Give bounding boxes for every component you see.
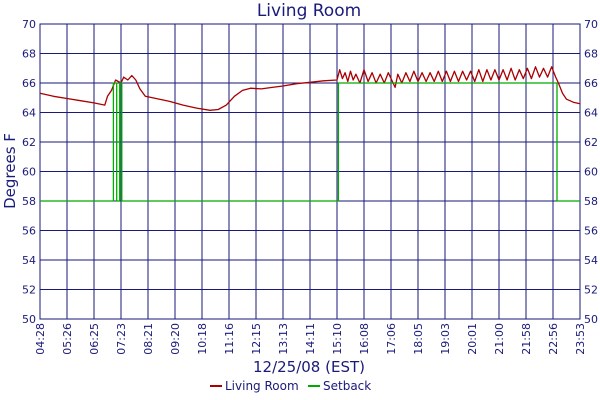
y-tick-label-right: 66 (584, 77, 598, 90)
x-tick-label: 12:15 (250, 323, 263, 355)
x-tick-label: 16:08 (358, 323, 371, 355)
y-tick-label-right: 68 (584, 48, 598, 61)
grid-lines (40, 24, 580, 319)
y-tick-label-left: 56 (22, 225, 36, 238)
y-tick-labels-left: 50 52 54 56 58 60 62 64 66 68 70 (22, 18, 36, 326)
y-tick-label-left: 52 (22, 284, 36, 297)
x-tick-label: 10:18 (196, 323, 209, 355)
y-tick-label-left: 66 (22, 77, 36, 90)
x-tick-label: 11:16 (223, 323, 236, 355)
y-tick-label-right: 52 (584, 284, 598, 297)
x-tick-label: 20:01 (466, 323, 479, 355)
y-tick-label-right: 70 (584, 18, 598, 31)
x-tick-label: 23:53 (574, 323, 587, 355)
x-tick-label: 05:26 (61, 323, 74, 355)
y-tick-label-right: 54 (584, 254, 598, 267)
x-tick-label: 19:03 (439, 323, 452, 355)
x-axis-title: 12/25/08 (EST) (253, 358, 365, 376)
y-tick-label-left: 58 (22, 195, 36, 208)
chart-title: Living Room (257, 1, 361, 21)
x-tick-label: 13:13 (277, 323, 290, 355)
y-tick-label-right: 60 (584, 166, 598, 179)
x-tick-label: 08:21 (142, 323, 155, 355)
y-tick-label-right: 62 (584, 136, 598, 149)
legend-label: Living Room (225, 379, 299, 393)
x-tick-label: 21:00 (493, 323, 506, 355)
series-lines (39, 66, 581, 202)
y-axis-title: Degrees F (1, 133, 19, 209)
y-tick-labels-right: 50 52 54 56 58 60 62 64 66 68 70 (584, 18, 598, 326)
series-line-living-room (39, 66, 581, 111)
x-tick-label: 07:23 (115, 323, 128, 355)
x-tick-labels: 04:28 05:26 06:25 07:23 08:21 09:20 10:18 11:16… (34, 323, 587, 355)
series-line-setback (40, 82, 580, 202)
legend: Living Room Setback (210, 379, 371, 393)
x-tick-label: 06:25 (88, 323, 101, 355)
y-tick-label-left: 70 (22, 18, 36, 31)
y-tick-label-left: 62 (22, 136, 36, 149)
y-tick-label-left: 64 (22, 107, 36, 120)
y-tick-label-left: 50 (22, 313, 36, 326)
x-tick-label: 18:05 (412, 323, 425, 355)
y-tick-label-right: 50 (584, 313, 598, 326)
y-tick-label-left: 68 (22, 48, 36, 61)
y-tick-label-left: 60 (22, 166, 36, 179)
x-tick-label: 14:11 (304, 323, 317, 355)
x-tick-label: 17:06 (385, 323, 398, 355)
y-tick-label-left: 54 (22, 254, 36, 267)
y-tick-label-right: 58 (584, 195, 598, 208)
x-tick-label: 09:20 (169, 323, 182, 355)
y-tick-label-right: 64 (584, 107, 598, 120)
x-tick-label: 04:28 (34, 323, 47, 355)
x-tick-label: 15:10 (331, 323, 344, 355)
x-tick-label: 21:58 (520, 323, 533, 355)
legend-label: Setback (323, 379, 371, 393)
y-tick-label-right: 56 (584, 225, 598, 238)
x-tick-label: 22:56 (547, 323, 560, 355)
